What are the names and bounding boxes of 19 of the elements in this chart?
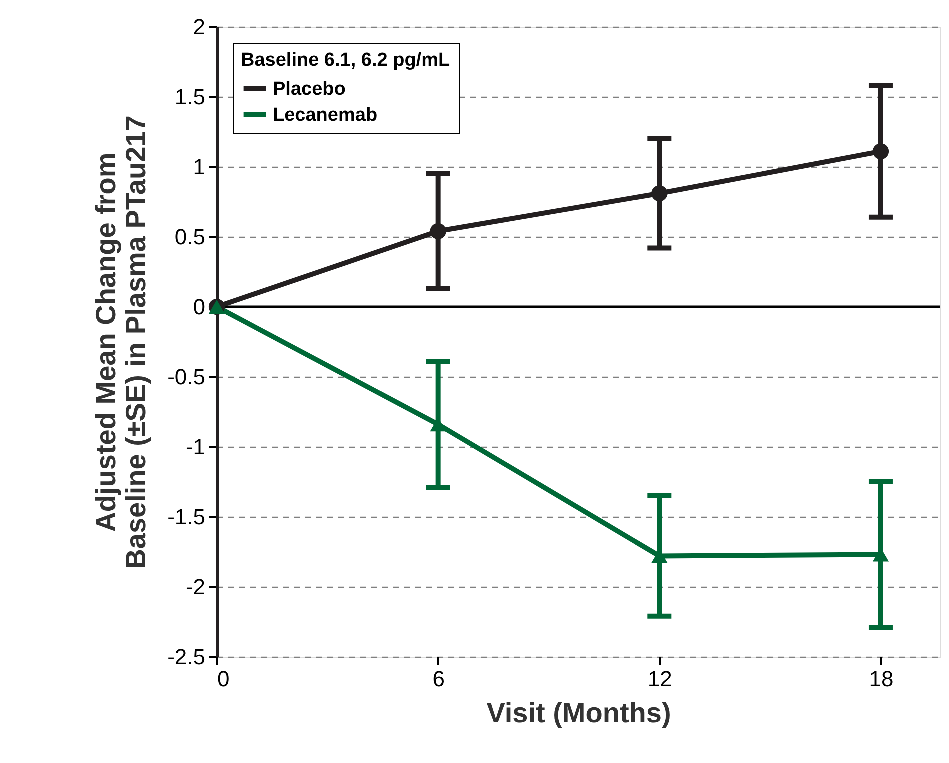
x-axis-title: Visit (Months) — [486, 698, 672, 728]
y-tick-label: 0.5 — [174, 224, 206, 250]
y-tick-label: 0 — [193, 294, 206, 320]
y-tick-label: 1 — [193, 154, 206, 180]
y-tick-label: -1.5 — [168, 504, 206, 530]
x-tick-label: 6 — [432, 666, 445, 692]
x-tick-label: 18 — [869, 666, 894, 692]
y-tick-label: -1 — [186, 434, 206, 460]
y-axis-title: Adjusted Mean Change from Baseline (±SE) in Plasma PTau217 — [90, 116, 152, 570]
y-tick-label: -0.5 — [168, 364, 206, 390]
legend-title: Baseline 6.1, 6.2 pg/mL — [241, 50, 450, 71]
y-tick-label: -2.5 — [168, 644, 206, 670]
y-tick-label: 2 — [193, 14, 206, 40]
x-tick-label: 0 — [218, 666, 230, 692]
x-tick-label: 12 — [648, 666, 672, 692]
legend-label: Lecanemab — [273, 105, 378, 126]
y-tick-label: -2 — [186, 574, 206, 600]
y-tick-label: 1.5 — [174, 84, 206, 110]
legend-label: Placebo — [273, 79, 346, 100]
